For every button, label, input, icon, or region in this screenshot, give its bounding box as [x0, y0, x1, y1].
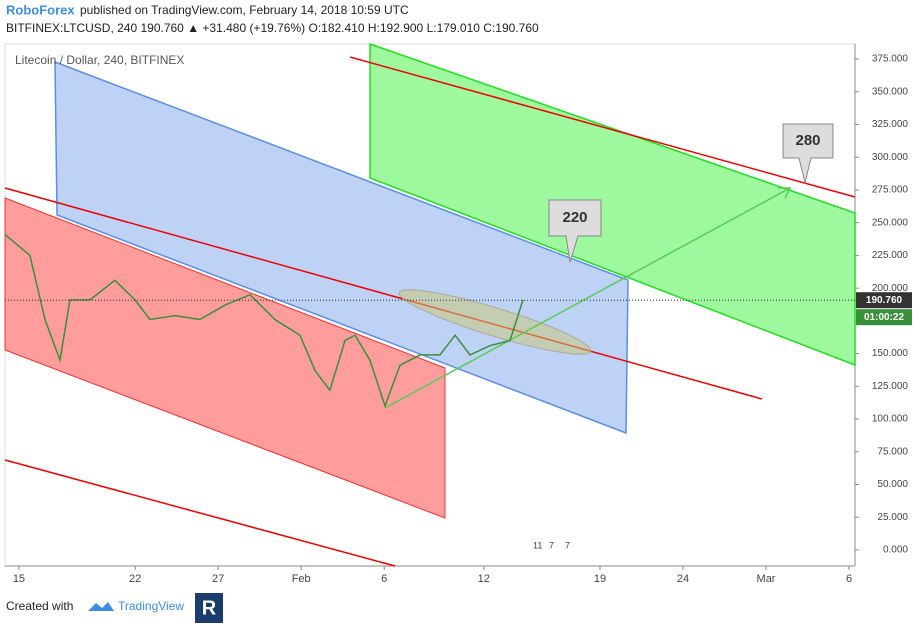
y-tick-label: 150.000 — [872, 348, 909, 359]
y-tick-label: 350.000 — [872, 86, 909, 97]
last-price-box — [856, 292, 912, 309]
symbol-line: BITFINEX:LTCUSD, 240 190.760 ▲ +31.480 (… — [6, 21, 539, 35]
x-tick-label: 15 — [13, 573, 25, 585]
robo-logo-mark: R — [202, 597, 217, 619]
plot: 220 280 — [4, 42, 856, 567]
y-tick-label: 50.000 — [877, 479, 908, 490]
tv-brand[interactable]: TradingView — [118, 599, 184, 613]
red-line — [4, 459, 396, 567]
event: 7 — [565, 540, 570, 550]
tv-logo — [88, 602, 114, 611]
y-tick-label: 125.000 — [872, 381, 909, 392]
footer — [0, 590, 913, 625]
red-channel — [4, 197, 446, 519]
callout-label: 220 — [562, 209, 587, 226]
callout — [548, 199, 602, 263]
y-tick-label: 375.000 — [872, 54, 909, 65]
x-tick-label: Feb — [292, 573, 311, 585]
x-tick-label: 6 — [381, 573, 387, 585]
y-tick-label: 200.000 — [872, 283, 909, 294]
y-tick-label: 225.000 — [872, 250, 909, 261]
event: 11 — [533, 540, 542, 550]
y-tick-label: 75.000 — [877, 446, 908, 457]
chart-title: Litecoin / Dollar, 240, BITFINEX — [15, 53, 184, 67]
red-line — [349, 56, 856, 198]
y-tick-label: 0.000 — [883, 545, 908, 556]
arrow-head — [778, 187, 792, 199]
x-tick-label: 24 — [677, 573, 689, 585]
y-tick-label: 325.000 — [872, 119, 909, 130]
blue-channel — [54, 60, 629, 435]
x-tick-label: 12 — [478, 573, 490, 585]
x-tick-label: 19 — [594, 573, 606, 585]
created-with: Created with — [6, 599, 73, 613]
x-tick-label: 6 — [846, 573, 852, 585]
y-tick-label: 275.000 — [872, 185, 909, 196]
y-tick-label: 25.000 — [877, 512, 908, 523]
brand: RoboForex — [6, 2, 75, 17]
red-line — [4, 187, 763, 400]
y-tick-label: 100.000 — [872, 414, 909, 425]
x-tick-label: 27 — [212, 573, 224, 585]
event: 7 — [549, 540, 554, 550]
callout — [782, 123, 834, 184]
robo-logo — [195, 593, 223, 623]
y-tick-label: 250.000 — [872, 217, 909, 228]
last-price-label: 190.760 — [866, 295, 903, 306]
highlight-ellipse — [398, 289, 592, 355]
y-tick-label: 300.000 — [872, 152, 909, 163]
x-tick-label: Mar — [757, 573, 776, 585]
countdown-box — [856, 309, 912, 326]
callout-label: 280 — [795, 132, 820, 149]
x-tick-label: 22 — [129, 573, 141, 585]
target-arrow — [384, 187, 791, 409]
published: published on TradingView.com, February 1… — [80, 3, 409, 17]
green-channel — [369, 42, 856, 367]
countdown-label: 01:00:22 — [864, 312, 904, 323]
